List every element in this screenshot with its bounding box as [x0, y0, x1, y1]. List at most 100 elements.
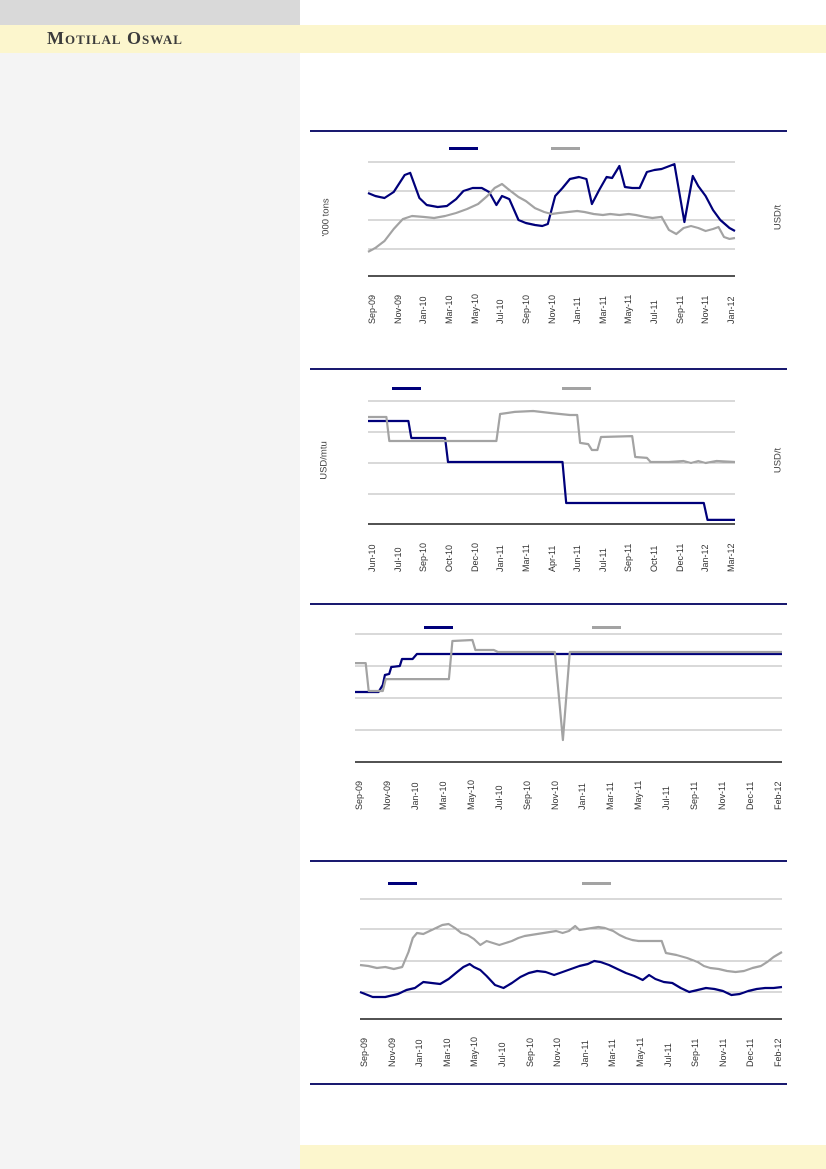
x-tick-label: Sep-10: [524, 1037, 535, 1067]
header-gray-bar: [0, 0, 300, 25]
brand-logo-text: Motilal Oswal: [47, 28, 183, 48]
x-tick-label: Nov-10: [549, 780, 560, 810]
x-tick-label: Oct-10: [443, 544, 454, 572]
x-tick-label: Mar-10: [437, 781, 448, 810]
x-tick-label: Nov-11: [717, 1038, 728, 1067]
gray-line: [355, 638, 782, 742]
x-tick-label: Jun-10: [367, 544, 377, 572]
chart-plot-area: [368, 400, 736, 525]
x-tick-label: May-10: [465, 779, 476, 810]
x-tick-label: Jan-10: [409, 782, 420, 810]
legend-gray-swatch: [551, 147, 580, 150]
commodity-chart-1: '000 tons USD/t Sep-09 Nov-09 Jan-10 Mar-10 Ma…: [0, 130, 826, 368]
navy-line: [368, 419, 735, 521]
x-tick-label: Jan-11: [579, 1040, 590, 1067]
x-tick-label: Mar-10: [441, 1038, 452, 1067]
x-tick-label: Sep-10: [520, 294, 531, 324]
x-tick-label: Dec-11: [745, 1038, 756, 1067]
x-tick-label: Nov-09: [392, 294, 403, 324]
gray-line: [368, 409, 736, 465]
legend-gray-swatch: [562, 387, 591, 390]
commodity-chart-3: Sep-09 Nov-09 Jan-10 Mar-10 May-10 Jul-10 Sep-…: [0, 603, 826, 860]
x-tick-label: Feb-12: [773, 1038, 783, 1067]
x-tick-label: Dec-10: [469, 542, 480, 572]
x-tick-label: Mar-11: [607, 1039, 618, 1067]
x-tick-label: Sep-11: [689, 781, 700, 810]
x-tick-label: Feb-12: [773, 781, 783, 810]
legend-gray-swatch: [592, 626, 621, 629]
y-axis-label-left: '000 tons: [320, 198, 332, 237]
x-tick-label: Sep-10: [521, 780, 532, 810]
x-tick-label: Sep-09: [354, 780, 364, 810]
x-tick-label: Sep-11: [674, 295, 685, 324]
x-tick-label: Nov-10: [552, 1037, 563, 1067]
x-tick-label: Jul-10: [495, 299, 506, 324]
chart-plot-area: [355, 633, 782, 763]
bottom-rule: [310, 1083, 787, 1085]
report-content: [300, 53, 826, 1169]
x-tick-label: Jul-10: [493, 785, 504, 810]
navy-line: [355, 652, 782, 694]
legend-gray-swatch: [582, 882, 611, 885]
x-tick-label: Mar-11: [605, 782, 616, 810]
x-tick-label: Jul-11: [649, 300, 660, 324]
x-tick-label: Nov-11: [717, 781, 728, 810]
chart-plot-area: [359, 898, 783, 1020]
chart-plot-area: [367, 161, 736, 277]
x-tick-label: May-11: [623, 294, 634, 324]
y-axis-label-left: USD/mtu: [318, 441, 330, 480]
sidebar-panel: [0, 53, 300, 1169]
x-tick-label: Mar-11: [520, 544, 531, 572]
x-tick-label: Jul-10: [497, 1042, 507, 1067]
chart-separator: [310, 130, 787, 132]
legend-navy-swatch: [388, 882, 417, 885]
x-tick-label: May-11: [635, 1037, 645, 1067]
gray-line: [367, 182, 736, 253]
chart-separator: [310, 860, 787, 862]
x-tick-label: Sep-09: [367, 294, 377, 324]
x-tick-label: Jul-11: [597, 548, 608, 572]
brand-banner: Motilal Oswal: [0, 25, 826, 53]
commodity-chart-4: Sep-09 Nov-09 Jan-10 Mar-10 May-10 Jul-10 Sep-…: [0, 860, 826, 1083]
x-tick-label: Apr-11: [546, 545, 557, 572]
x-tick-label: Sep-11: [623, 543, 634, 572]
x-tick-label: Jan-10: [418, 296, 429, 324]
x-tick-label: Oct-11: [649, 545, 660, 572]
x-tick-label: Jul-11: [662, 1043, 673, 1067]
x-tick-label: May-10: [469, 293, 480, 324]
y-axis-label-right: USD/t: [772, 447, 784, 474]
x-tick-label: Jan-10: [414, 1039, 425, 1067]
x-tick-label: May-11: [633, 780, 644, 810]
x-tick-label: Nov-10: [546, 294, 557, 324]
x-tick-label: Jan-12: [700, 544, 711, 572]
legend-navy-swatch: [392, 387, 421, 390]
navy-line: [367, 163, 736, 232]
x-tick-label: Jan-11: [572, 297, 583, 324]
legend-navy-swatch: [449, 147, 478, 150]
x-tick-label: Sep-10: [418, 542, 429, 572]
x-tick-label: Jun-11: [572, 545, 583, 572]
chart-separator: [310, 603, 787, 605]
x-tick-label: Jan-11: [495, 545, 506, 572]
navy-line: [359, 959, 783, 999]
x-tick-label: Dec-11: [745, 781, 756, 810]
x-tick-label: Mar-10: [443, 295, 454, 324]
x-tick-label: Jul-10: [392, 547, 403, 572]
x-tick-label: Nov-09: [381, 780, 392, 810]
x-tick-label: Mar-12: [726, 543, 736, 572]
x-tick-label: Jan-11: [577, 783, 588, 810]
x-tick-label: Dec-11: [674, 543, 685, 572]
y-axis-label-right: USD/t: [772, 204, 784, 231]
x-tick-label: Sep-09: [359, 1037, 369, 1067]
footer-accent-strip: [300, 1145, 826, 1169]
x-tick-label: Mar-11: [597, 296, 608, 324]
legend-navy-swatch: [424, 626, 453, 629]
gray-line: [359, 922, 783, 974]
x-tick-label: Sep-11: [690, 1038, 701, 1067]
x-tick-label: May-10: [469, 1036, 480, 1067]
x-tick-label: Jan-12: [726, 296, 736, 324]
chart-separator: [310, 368, 787, 370]
commodity-chart-2: USD/mtu USD/t Jun-10 Jul-10 Sep-10 Oct-10 Dec-…: [0, 368, 826, 603]
x-tick-label: Nov-09: [386, 1037, 397, 1067]
